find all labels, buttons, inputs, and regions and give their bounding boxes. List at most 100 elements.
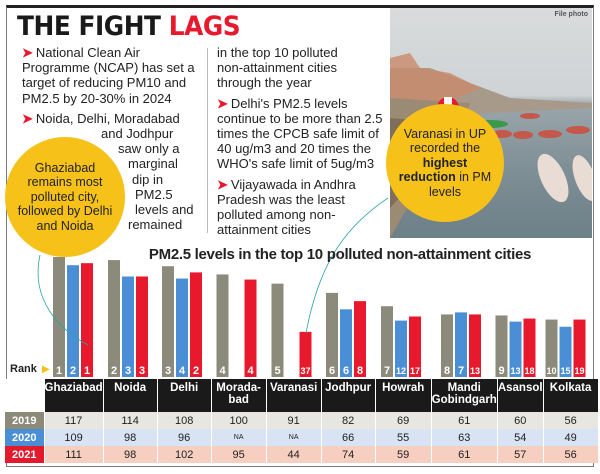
value-cell: 55 — [375, 429, 432, 446]
rank-label-2020: 7 — [458, 365, 464, 377]
rank-label-2020: 4 — [179, 365, 186, 377]
bar-2020-delhi — [176, 278, 188, 377]
bullet-line: ➤ Delhi's PM2.5 levels — [217, 95, 348, 111]
city-header: Varanasi — [266, 379, 322, 412]
bullet-line: polluted among non- — [217, 207, 336, 223]
value-cell: 82 — [321, 412, 376, 429]
city-header: Ghaziabad — [44, 379, 104, 412]
rank-label: Rank — [10, 363, 37, 375]
rank-label-2019: 10 — [546, 366, 556, 376]
rank-label-2021: 4 — [247, 365, 254, 377]
value-cell: 74 — [321, 446, 376, 463]
ghaziabad-callout: Ghaziabad remains most polluted city, fo… — [5, 137, 125, 257]
rank-label-2020: 6 — [343, 365, 349, 377]
bullet-line: 40 ug/m3 and 20 times the — [217, 141, 371, 157]
rank-label-2021: 37 — [300, 366, 310, 376]
bar-2019-ghaziabad — [53, 257, 65, 377]
bullet-arrow-icon: ➤ — [22, 45, 33, 60]
rank-label-2021: 8 — [357, 365, 363, 377]
rank-label-2020: 12 — [396, 366, 406, 376]
value-cell: 56 — [543, 412, 599, 429]
bullet-line: marginal — [128, 156, 178, 172]
bar-2020-noida — [122, 276, 134, 377]
bar-2020-asansol — [509, 321, 522, 377]
bullet-line: Programme (NCAP) has set a — [22, 60, 195, 76]
city-header: Noida — [103, 379, 158, 412]
value-cell: 63 — [431, 429, 498, 446]
rank-label-2020: 13 — [510, 366, 520, 376]
bullet-line: ➤ Noida, Delhi, Moradabad — [22, 110, 180, 126]
rank-label-2021: 13 — [470, 366, 480, 376]
value-cell: NA — [211, 429, 267, 446]
city-header: Asansol — [497, 379, 544, 412]
bar-2019-delhi — [162, 266, 174, 377]
bar-2019-noida — [108, 260, 120, 377]
bar-2020-ghaziabad — [67, 265, 79, 377]
bullet-line: PM2.5 by 20-30% in 2024 — [22, 90, 172, 106]
right-text-column: in the top 10 polluted non-attainment cit… — [217, 45, 392, 242]
city-header: Morada-bad — [211, 379, 267, 412]
bullet-point: ➤ National Clean Air Programme (NCAP) has … — [22, 45, 207, 106]
value-cell: 98 — [103, 446, 158, 463]
varanasi-callout-text: Varanasi in UP recorded the highest redu… — [398, 126, 492, 199]
headline-part1: THE FIGHT — [17, 11, 161, 42]
bullet-arrow-icon: ➤ — [217, 176, 228, 192]
bar-2019-mandigobindgarh — [441, 314, 453, 377]
value-cell: 96 — [157, 429, 212, 446]
rank-arrow-icon: ▶ — [42, 364, 50, 375]
bullet-line: continue to be more than 2.5 — [217, 110, 383, 126]
value-cell: 114 — [103, 412, 158, 429]
value-cell: 111 — [44, 446, 104, 463]
bar-2021-asansol — [523, 318, 536, 377]
city-header: Howrah — [375, 379, 432, 412]
bullet-point: ➤ Noida, Delhi, Moradabad and Jodhpur saw o… — [22, 111, 207, 233]
bullet-line: remained — [128, 217, 183, 233]
bar-2021-ghaziabad — [81, 263, 93, 377]
value-cell: 109 — [44, 429, 104, 446]
bullet-line: and Jodhpur — [101, 126, 174, 142]
bullet-point: ➤ Vijayawada in Andhra Pradesh was the lea… — [217, 177, 392, 238]
value-cell: 100 — [211, 412, 267, 429]
city-header: Delhi — [157, 379, 212, 412]
value-cell: 95 — [211, 446, 267, 463]
bullet-line: through the year — [217, 75, 312, 91]
value-cell: 69 — [375, 412, 432, 429]
value-cell: 98 — [103, 429, 158, 446]
rank-label-2021: 1 — [84, 365, 90, 377]
rank-label-2019: 7 — [384, 365, 390, 377]
photo-credit: File photo — [554, 11, 588, 18]
column-divider — [207, 48, 208, 233]
bar-2021-mandigobindgarh — [469, 314, 481, 377]
bar-2021-jodhpur — [354, 301, 366, 377]
bullet-line: non-attainment cities — [217, 60, 337, 76]
bullet-arrow-icon: ➤ — [22, 110, 33, 126]
bar-2021-howrah — [409, 316, 421, 377]
bar-2020-jodhpur — [340, 309, 352, 377]
bar-2021-delhi — [190, 272, 202, 377]
value-cell: 61 — [431, 412, 498, 429]
rank-label-2019: 2 — [111, 365, 117, 377]
bar-2021-moradabad — [244, 279, 257, 377]
rank-label-2021: 2 — [193, 365, 199, 377]
bar-2019-moradabad — [216, 274, 229, 377]
value-cell: 102 — [157, 446, 212, 463]
headline-highlight: LAGS — [168, 11, 241, 42]
bullet-line: levels and — [135, 202, 194, 218]
year-label: 2020 — [5, 429, 45, 446]
chart-title: PM2.5 levels in the top 10 polluted non-… — [148, 246, 532, 263]
city-header: Kolkata — [543, 379, 599, 412]
value-cell: 91 — [266, 412, 322, 429]
value-cell: 108 — [157, 412, 212, 429]
bullet-line: times the CPCB safe limit of — [217, 126, 379, 142]
value-cell: 56 — [543, 446, 599, 463]
year-label: 2021 — [5, 446, 45, 463]
rank-label-2019: 8 — [444, 365, 450, 377]
bullet-line: saw only a — [118, 141, 180, 157]
bullet-line: Pradesh was the least — [217, 191, 345, 207]
value-cell: 66 — [321, 429, 376, 446]
city-header: Jodhpur — [321, 379, 376, 412]
rank-label-2019: 6 — [329, 365, 335, 377]
rank-label-2019: 3 — [165, 365, 171, 377]
rank-label-2019: 4 — [219, 365, 226, 377]
bullet-line: target of reducing PM10 and — [22, 75, 187, 91]
